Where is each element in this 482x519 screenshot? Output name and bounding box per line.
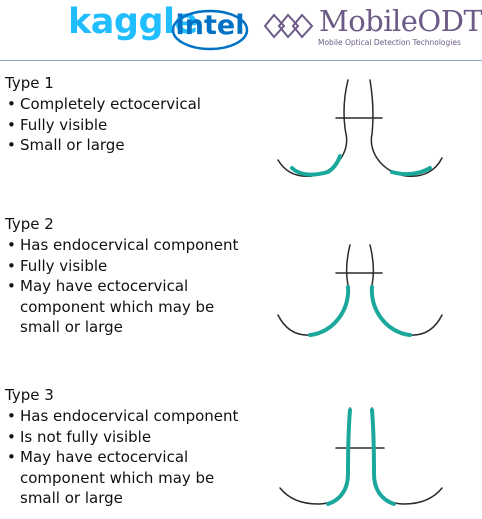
canal-line-left xyxy=(279,407,351,505)
type-2-cervix-diagram xyxy=(277,244,443,337)
type-1-cervix-diagram xyxy=(277,79,443,178)
mobileodt-wordmark: MobileODT xyxy=(319,4,482,38)
bullet-item: • May have ectocervical xyxy=(7,277,189,295)
bullet-item: small or large xyxy=(20,489,123,507)
canal-line-right xyxy=(369,79,443,178)
logo-banner: kaggle intel MobileODT Mobile Optical De… xyxy=(0,0,482,60)
canal-line-right xyxy=(371,407,443,505)
type-bullets: • Completely ectocervical • Fully visible … xyxy=(5,94,201,156)
intel-logo: intel xyxy=(171,8,249,51)
type-title: Type 1 xyxy=(5,74,54,92)
bullet-item: • Is not fully visible xyxy=(7,427,152,446)
endocervix-left xyxy=(308,285,351,337)
bullet-item: component which may be xyxy=(20,468,215,487)
header-divider xyxy=(0,60,482,61)
bullet-item: • Small or large xyxy=(7,136,125,154)
bullet-item: • Has endocervical component xyxy=(7,236,239,254)
bullet-item: • Fully visible xyxy=(7,256,108,275)
endocervix-right xyxy=(369,285,412,337)
mobileodt-mark-icon xyxy=(263,13,314,39)
mobileodt-tagline: Mobile Optical Detection Technologies xyxy=(318,38,461,47)
type-title: Type 3 xyxy=(5,386,54,404)
bullet-item: component which may be xyxy=(20,297,215,316)
canal-line-right xyxy=(369,244,443,336)
bullet-item: small or large xyxy=(20,318,123,336)
ectocervix-right xyxy=(390,166,432,177)
bullet-item: • Has endocervical component xyxy=(7,407,239,425)
type-title: Type 2 xyxy=(5,215,54,233)
intel-swoosh-icon xyxy=(171,9,249,51)
endocervix-left xyxy=(326,408,352,506)
bullet-item: • Fully visible xyxy=(7,115,108,134)
type-3-cervix-diagram xyxy=(279,407,443,506)
canal-line-left xyxy=(277,244,351,336)
type-bullets: • Has endocervical component • Is not full… xyxy=(5,406,238,509)
type-bullets: • Has endocervical component • Fully visib… xyxy=(5,235,238,338)
ectocervix-left xyxy=(290,154,342,177)
bullet-item: • Completely ectocervical xyxy=(7,95,201,113)
intel-wordmark: intel xyxy=(175,10,245,41)
endocervix-right xyxy=(370,408,396,506)
bullet-item: • May have ectocervical xyxy=(7,448,189,466)
